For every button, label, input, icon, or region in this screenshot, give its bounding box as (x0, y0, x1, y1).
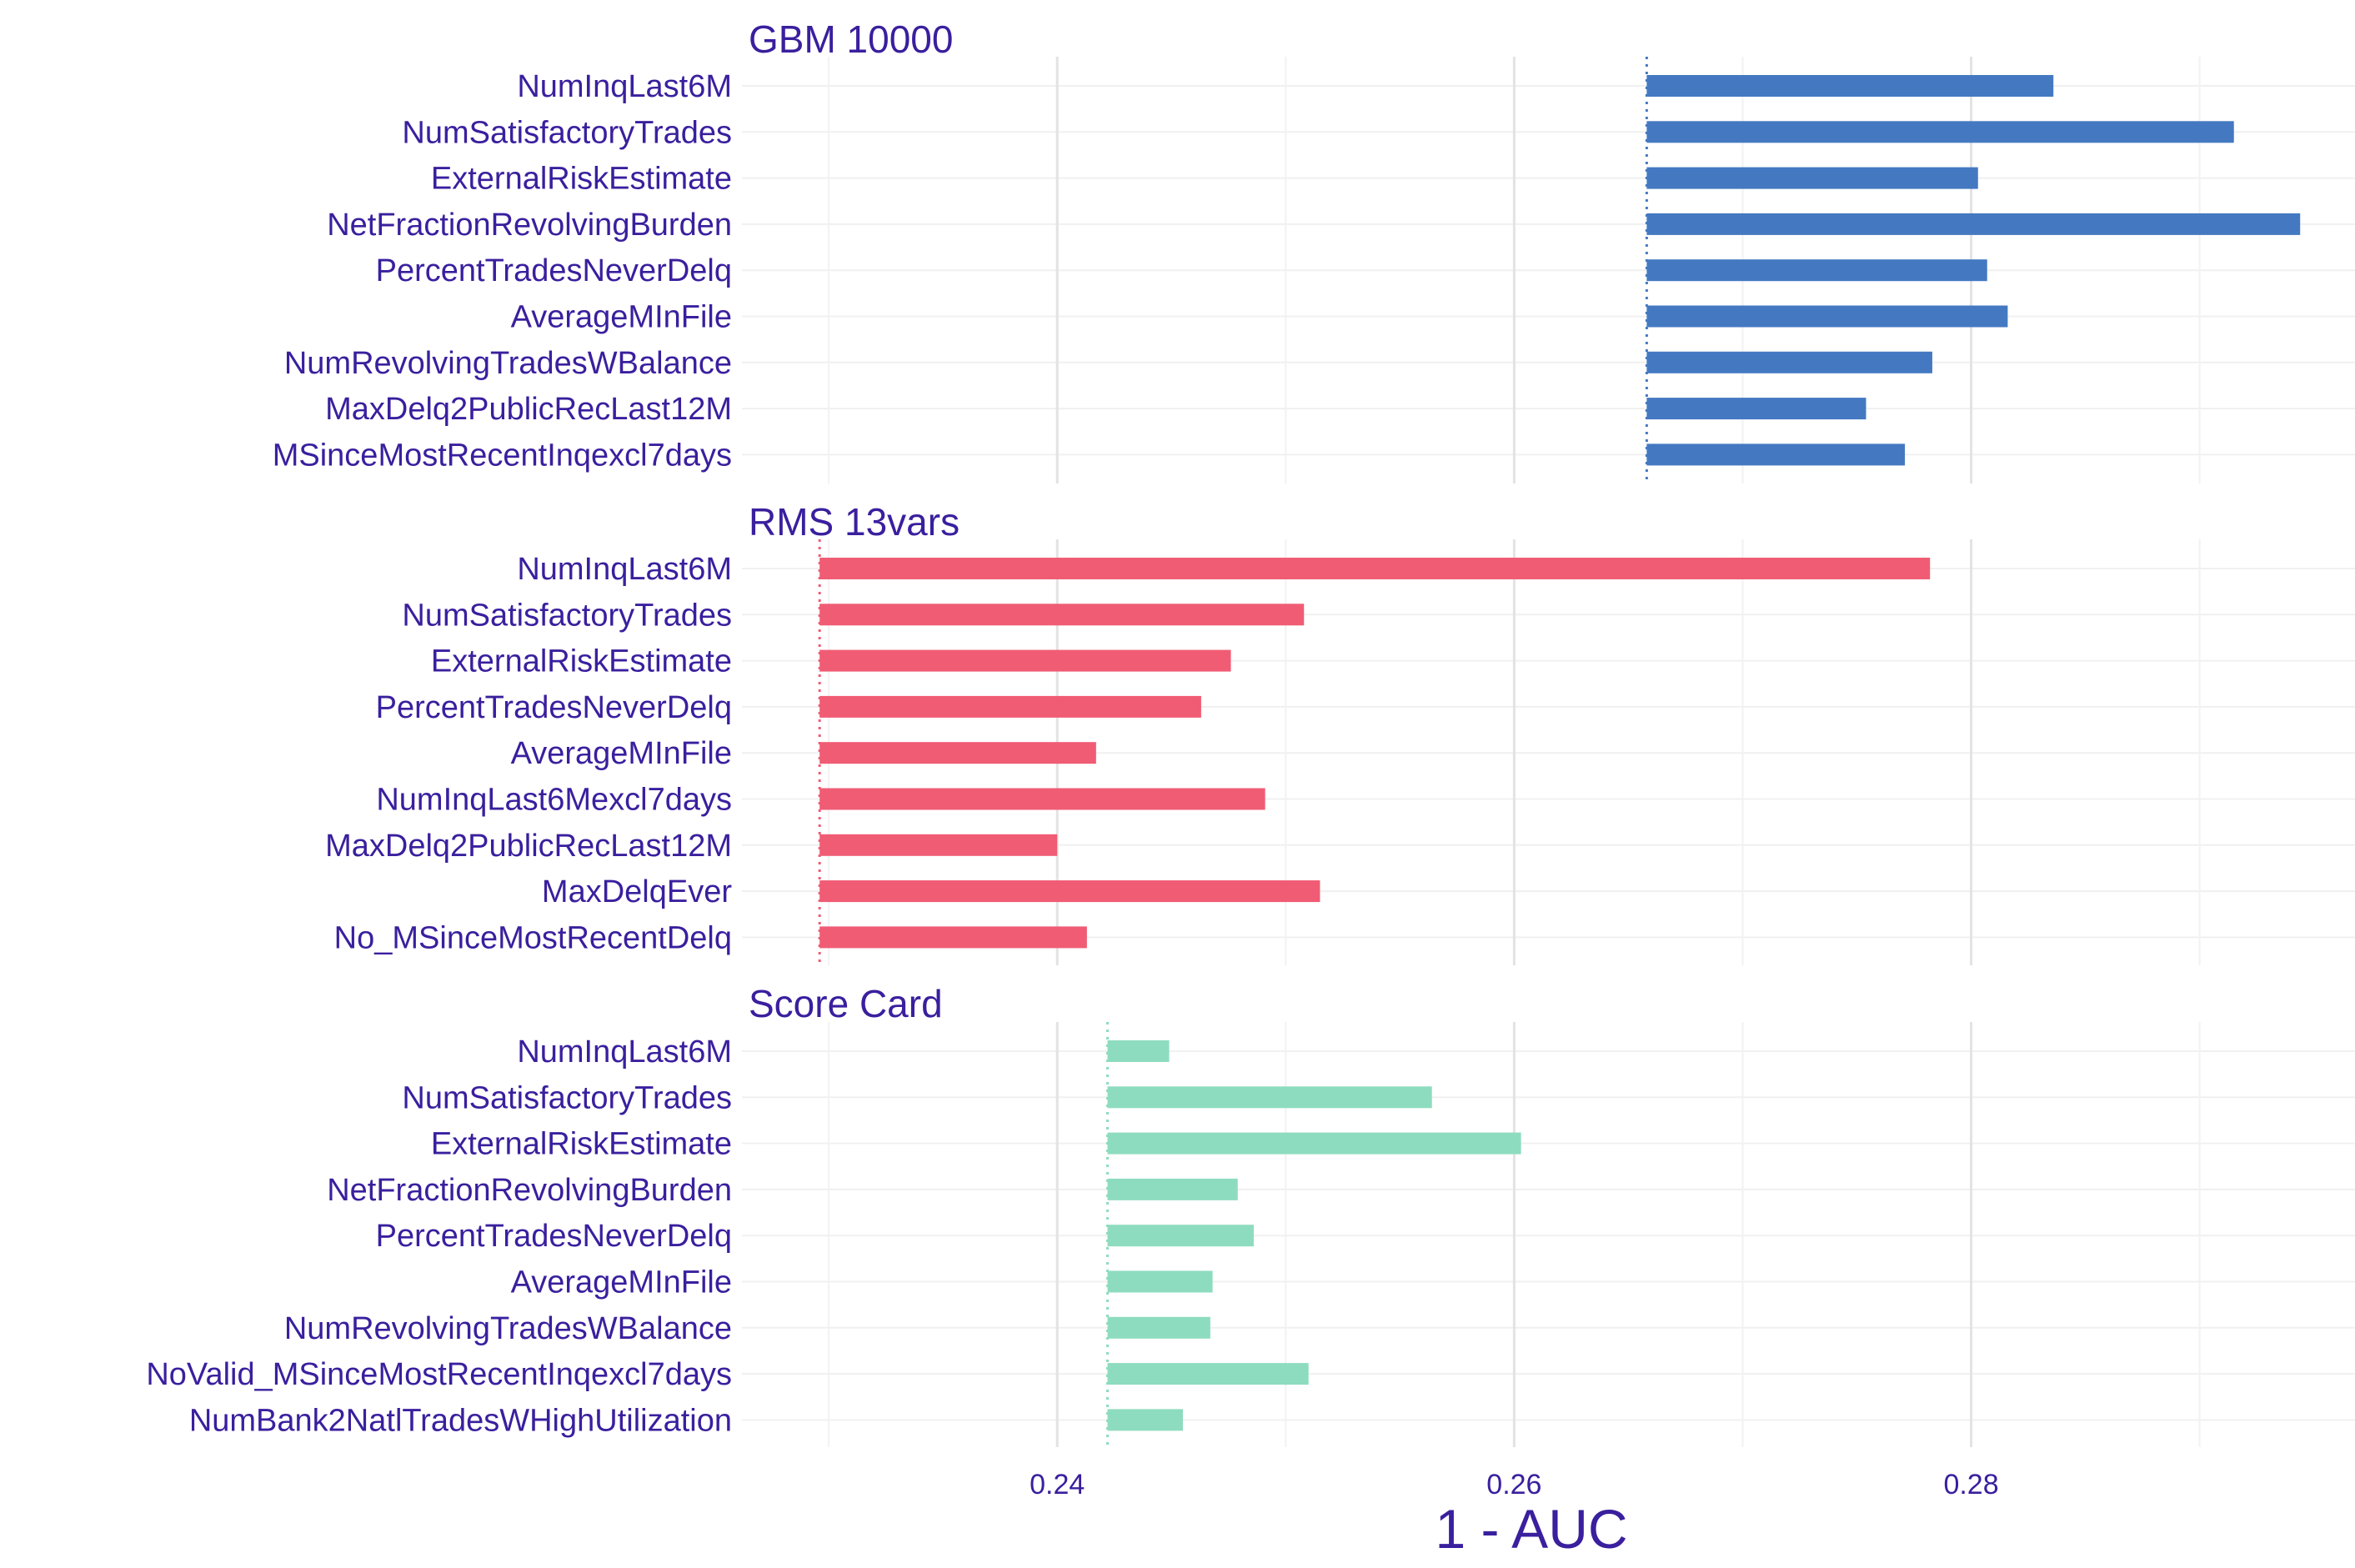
bar (1646, 351, 1932, 373)
y-tick-label: NoValid_MSinceMostRecentInqexcl7days (146, 1357, 732, 1392)
panel-1: RMS 13vars NumInqLast6M NumSatisfactoryTra… (325, 500, 2355, 965)
y-tick-label: NumRevolvingTradesWBalance (284, 1311, 732, 1346)
bar (1646, 121, 2234, 143)
y-tick-label: NumSatisfactoryTrades (402, 1080, 732, 1115)
panel-title: GBM 10000 (749, 18, 953, 61)
bar (1107, 1132, 1521, 1155)
y-tick-label: PercentTradesNeverDelq (376, 253, 732, 288)
y-tick-label: NumBank2NatlTradesWHighUtilization (189, 1403, 732, 1438)
y-tick-label: AverageMInFile (511, 736, 732, 771)
y-tick-label: AverageMInFile (511, 300, 732, 335)
bar (1107, 1363, 1309, 1385)
bar (1646, 75, 2054, 97)
y-tick-label: MSinceMostRecentInqexcl7days (273, 438, 732, 473)
y-tick-label: NetFractionRevolvingBurden (327, 208, 732, 243)
y-tick-label: PercentTradesNeverDelq (376, 1219, 732, 1254)
x-tick-label: 0.28 (1943, 1469, 1998, 1500)
bar (1107, 1225, 1254, 1247)
y-tick-label: PercentTradesNeverDelq (376, 690, 732, 725)
bar (819, 604, 1305, 626)
y-tick-label: NumInqLast6M (517, 1034, 732, 1070)
y-tick-label: NumInqLast6M (517, 552, 732, 587)
bar (1646, 259, 1987, 282)
y-tick-label: No_MSinceMostRecentDelq (334, 920, 732, 955)
panel-0: GBM 10000 NumInqLast6M NumSatisfactoryTrad… (273, 18, 2355, 483)
y-tick-label: NumInqLast6Mexcl7days (376, 783, 732, 818)
bar (1646, 167, 1978, 189)
bar (1107, 1086, 1432, 1109)
panel-2: Score Card NumInqLast6M NumSatisfactoryTra… (146, 982, 2355, 1447)
y-tick-label: NumSatisfactoryTrades (402, 598, 732, 633)
bar (1107, 1178, 1238, 1200)
bar (1107, 1316, 1210, 1339)
bar (1107, 1040, 1170, 1062)
bar (819, 926, 1087, 949)
bar (819, 834, 1058, 856)
bar (1646, 213, 2301, 235)
bar (819, 695, 1201, 718)
y-tick-label: NumInqLast6M (517, 69, 732, 104)
bar (1646, 398, 1866, 420)
bar (819, 742, 1096, 764)
y-tick-label: MaxDelqEver (542, 874, 732, 909)
bar (819, 788, 1265, 810)
bar (1646, 305, 2008, 328)
panel-title: Score Card (749, 982, 943, 1025)
x-tick-label: 0.24 (1030, 1469, 1085, 1500)
bar (819, 558, 1931, 579)
y-tick-label: ExternalRiskEstimate (431, 644, 732, 679)
y-tick-label: NetFractionRevolvingBurden (327, 1173, 732, 1208)
bar (1107, 1270, 1213, 1293)
bar (1646, 443, 1906, 466)
y-tick-label: MaxDelq2PublicRecLast12M (325, 392, 732, 427)
bar (819, 880, 1320, 903)
panel-title: RMS 13vars (749, 500, 960, 544)
y-tick-label: ExternalRiskEstimate (431, 1127, 732, 1162)
y-tick-label: NumSatisfactoryTrades (402, 115, 732, 150)
y-tick-label: AverageMInFile (511, 1265, 732, 1300)
x-axis-label: 1 - AUC (1435, 1498, 1627, 1560)
panels: GBM 10000 NumInqLast6M NumSatisfactoryTrad… (146, 18, 2355, 1447)
bar (1107, 1409, 1183, 1431)
x-axis: 0.24 0.26 0.28 (1030, 1469, 1999, 1500)
x-tick-label: 0.26 (1486, 1469, 1541, 1500)
y-tick-label: ExternalRiskEstimate (431, 162, 732, 197)
y-tick-label: NumRevolvingTradesWBalance (284, 346, 732, 381)
bar (819, 649, 1231, 672)
y-tick-label: MaxDelq2PublicRecLast12M (325, 829, 732, 864)
